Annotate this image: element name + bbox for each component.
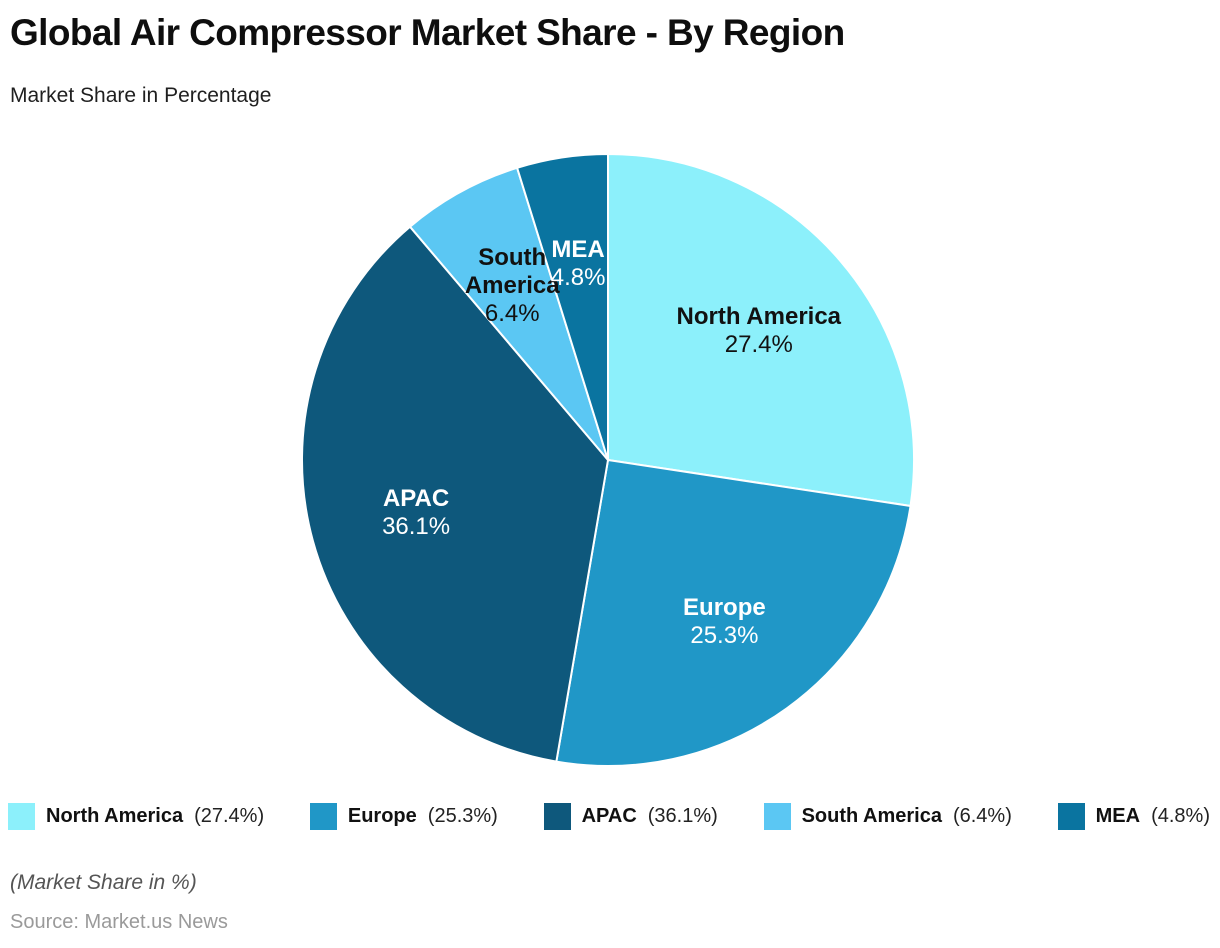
slice-label-mea: MEA 4.8%	[551, 236, 606, 291]
unit-note: (Market Share in %)	[10, 871, 197, 894]
pie-slice-south-america[interactable]	[409, 166, 609, 461]
slice-label-south-america: South America 6.4%	[465, 244, 560, 327]
legend-label: South America	[801, 805, 942, 827]
chart-legend: North America (27.4%) Europe (25.3%) APAC (36…	[8, 803, 1210, 830]
pie-chart: North America 27.4% Europe 25.3% APAC 36.1% So…	[301, 153, 915, 767]
legend-value: (27.4%)	[194, 805, 265, 827]
legend-swatch-apac	[543, 803, 571, 830]
page-title: Global Air Compressor Market Share - By …	[10, 12, 845, 53]
slice-label-europe: Europe 25.3%	[683, 594, 766, 649]
legend-value: (4.8%)	[1151, 805, 1210, 827]
legend-swatch-europe	[309, 803, 337, 830]
legend-item-europe[interactable]: Europe (25.3%)	[309, 803, 498, 830]
source-label: Source: Market.us News	[10, 911, 228, 933]
legend-item-north-america[interactable]: North America (27.4%)	[8, 803, 264, 830]
legend-item-mea[interactable]: MEA (4.8%)	[1057, 803, 1210, 830]
legend-swatch-mea	[1057, 803, 1085, 830]
pie-slice-north-america[interactable]	[607, 153, 915, 507]
legend-swatch-south-america	[763, 803, 791, 830]
slice-label-apac: APAC 36.1%	[382, 485, 450, 540]
legend-label: MEA	[1095, 805, 1141, 827]
slice-label-north-america: North America 27.4%	[677, 303, 842, 358]
pie-slice-apac[interactable]	[301, 225, 609, 763]
legend-item-apac[interactable]: APAC (36.1%)	[543, 803, 718, 830]
pie-slice-mea[interactable]	[516, 153, 609, 461]
legend-label: Europe	[347, 805, 417, 827]
legend-value: (25.3%)	[427, 805, 498, 827]
legend-label: APAC	[581, 805, 637, 827]
legend-item-south-america[interactable]: South America (6.4%)	[763, 803, 1012, 830]
legend-value: (6.4%)	[952, 805, 1012, 827]
legend-label: North America	[46, 805, 184, 827]
legend-swatch-north-america	[8, 803, 35, 830]
pie-slice-europe[interactable]	[555, 459, 912, 767]
page-subtitle: Market Share in Percentage	[10, 84, 272, 107]
legend-value: (36.1%)	[647, 805, 718, 827]
